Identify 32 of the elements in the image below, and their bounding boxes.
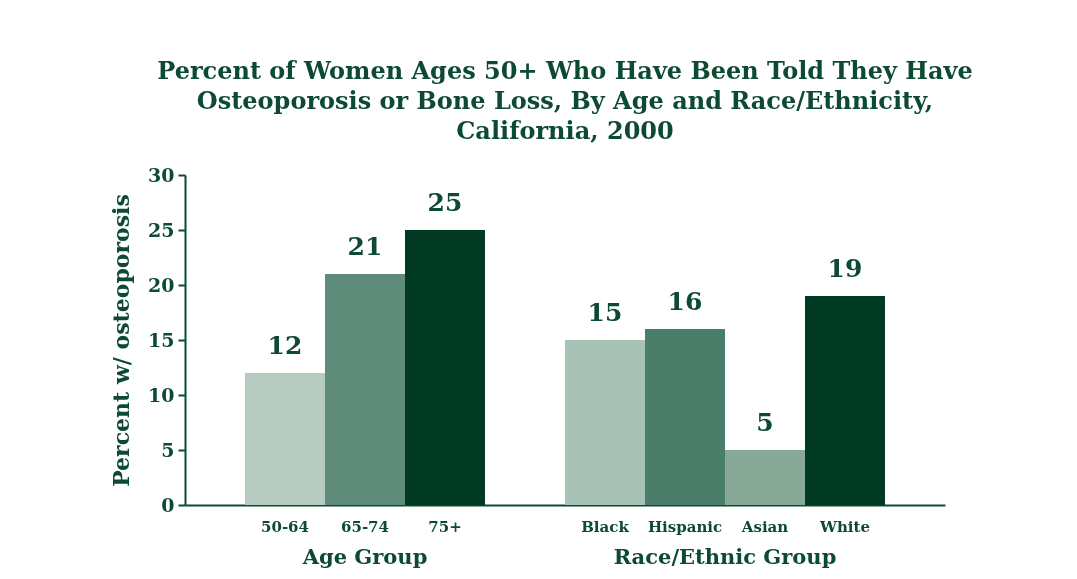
data-label: 15 [587, 298, 623, 327]
chart-title: Percent of Women Ages 50+ Who Have Been Told They Have Osteoporosis or Bone Loss, By Age and Race/Ethnicity, California, 2000 [157, 56, 973, 145]
data-label: 19 [827, 254, 863, 283]
x-tick-label: 65-74 [341, 517, 389, 536]
data-label: 5 [756, 408, 774, 437]
y-tick-label: 0 [161, 493, 175, 516]
y-axis-title: Percent w/ osteoporosis [108, 194, 135, 487]
text: Age Group [301, 544, 428, 569]
bar [565, 340, 645, 505]
bar [645, 329, 725, 505]
bar [725, 450, 805, 505]
data-label: 21 [347, 232, 383, 261]
y-tick-label: 20 [148, 273, 175, 296]
bar [325, 274, 405, 505]
bar [245, 373, 325, 505]
x-tick-label: Asian [740, 517, 789, 536]
y-tick-label: 25 [148, 218, 175, 241]
x-tick-label: Black [581, 517, 630, 536]
x-tick-label: Hispanic [647, 517, 723, 536]
bar [405, 230, 485, 505]
y-tick-label: 10 [148, 383, 175, 406]
x-tick-label: 75+ [428, 517, 462, 536]
y-tick-label: 5 [161, 438, 175, 461]
x-tick-label: 50-64 [261, 517, 309, 536]
y-tick-label: 15 [148, 328, 175, 351]
bar [805, 296, 885, 505]
data-label: 25 [427, 188, 463, 217]
x-tick-label: White [819, 517, 870, 536]
text: Race/Ethnic Group [613, 544, 837, 569]
data-label: 12 [267, 331, 303, 360]
y-tick-label: 30 [148, 163, 175, 186]
data-label: 16 [667, 287, 703, 316]
